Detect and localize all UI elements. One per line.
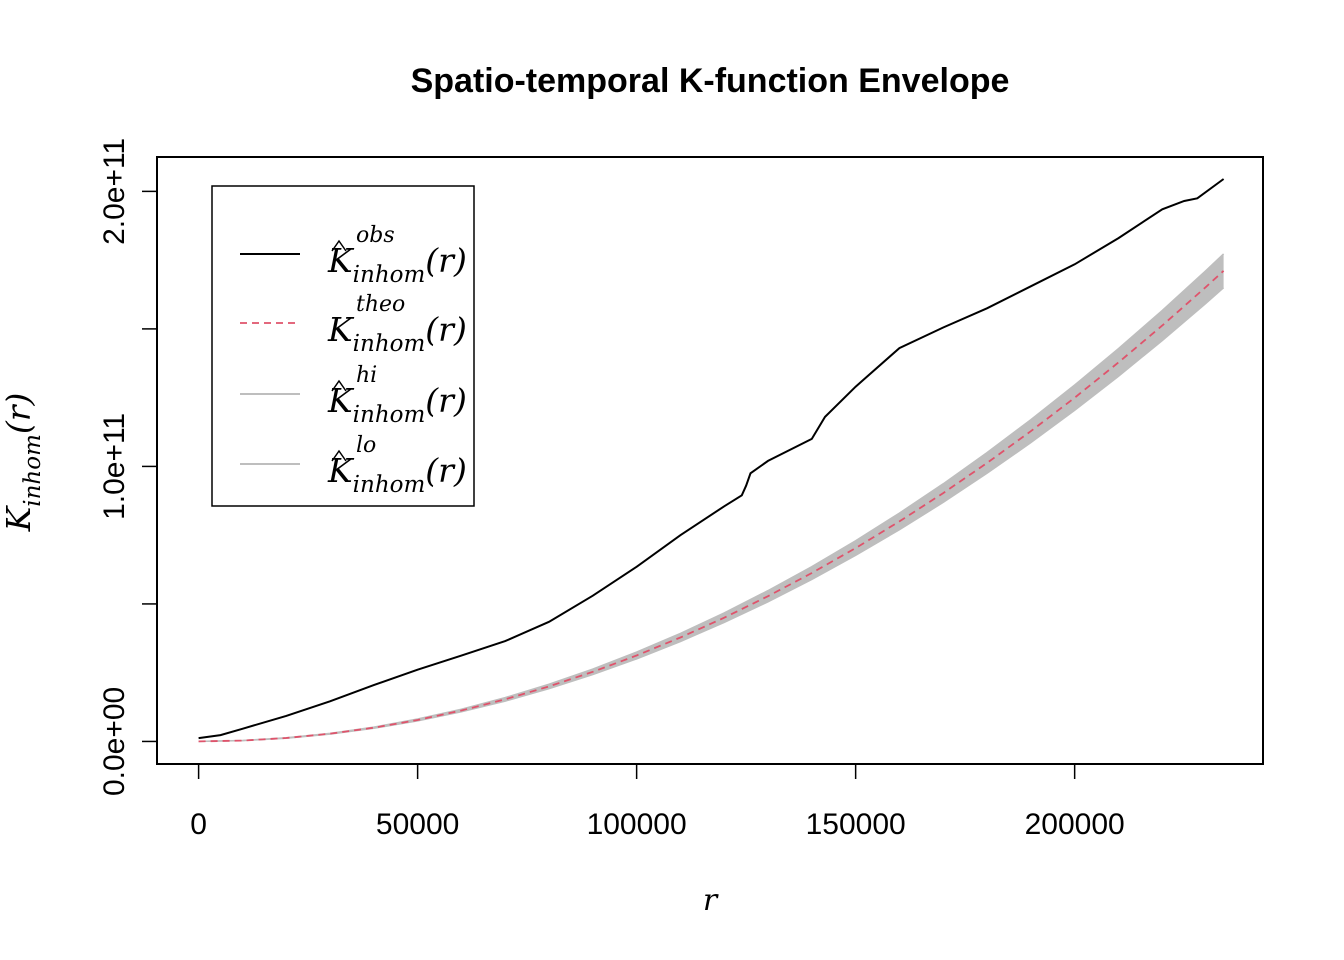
hat-accent [331,239,347,252]
plot-area [198,178,1225,743]
y-axis: 0.0e+00 1.0e+11 2.0e+11 [98,138,158,796]
legend-item-obs: Kinhom(r)obs [240,223,467,288]
series-line-lo [198,287,1225,743]
legend-superscript: theo [356,292,405,317]
y-axis-label-base: K [0,504,38,532]
x-tick-label: 200000 [1025,808,1125,841]
y-tick-label: 0.0e+00 [98,687,131,796]
y-axis-label: Kinhom(r) [0,393,46,533]
y-axis-label-sub: inhom [20,434,46,507]
hat-accent [331,379,347,392]
legend-box [211,185,475,507]
x-axis: 0 50000 100000 150000 200000 [190,763,1125,841]
y-tick-label: 2.0e+11 [98,138,131,245]
legend-item-lo: Kinhom(r)lo [240,433,467,498]
legend-label: Kinhom(r) [327,381,467,428]
legend-superscript: obs [356,223,395,248]
legend-item-hi: Kinhom(r)hi [240,363,467,428]
legend-superscript: hi [356,363,377,388]
legend-label: Kinhom(r) [327,310,467,357]
legend-label: Kinhom(r) [327,451,467,498]
chart-title: Spatio-temporal K-function Envelope [411,62,1010,100]
legend-superscript: lo [356,433,376,458]
series-line-theo [198,270,1225,743]
x-tick-label: 100000 [587,808,687,841]
legend-item-theo: Kinhom(r)theo [240,292,467,357]
legend: Kinhom(r)obsKinhom(r)theoKinhom(r)hiKinh… [211,185,475,507]
hat-accent [331,449,347,462]
x-tick-label: 50000 [376,808,459,841]
series-line-hi [198,253,1225,743]
svg-text:Kinhom(r): Kinhom(r) [0,393,46,533]
x-axis-label: r [703,883,719,918]
y-axis-label-arg: (r) [0,393,38,435]
legend-label: Kinhom(r) [327,241,467,288]
y-tick-label: 1.0e+11 [98,413,131,520]
x-tick-label: 150000 [806,808,906,841]
x-tick-label: 0 [190,808,207,841]
series-line-obs [198,178,1225,740]
